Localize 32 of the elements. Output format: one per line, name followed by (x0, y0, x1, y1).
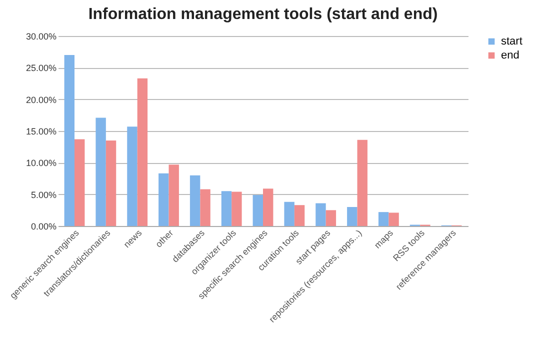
bar (106, 140, 116, 226)
bar (96, 118, 106, 226)
y-tick-label: 15.00% (26, 126, 56, 136)
bar (158, 173, 169, 226)
bar (168, 164, 179, 226)
bar (221, 191, 232, 226)
bar (326, 210, 336, 226)
bar (190, 175, 200, 226)
y-tick-label: 30.00% (26, 32, 56, 42)
legend-label: start (501, 36, 522, 48)
bar (357, 140, 368, 226)
bar (347, 207, 358, 226)
y-tick-label: 10.00% (26, 158, 56, 168)
bar (74, 139, 85, 226)
bar (127, 126, 138, 226)
bar (232, 192, 242, 226)
bar (252, 194, 263, 226)
bar (64, 55, 74, 226)
bar (388, 212, 399, 226)
chart-title: Information management tools (start and end) (88, 6, 438, 23)
y-tick-label: 25.00% (26, 63, 56, 74)
y-tick-label: 0.00% (30, 222, 56, 232)
y-tick-label: 20.00% (26, 94, 56, 105)
bar (263, 188, 274, 226)
bar (137, 78, 148, 226)
y-tick-label: 5.00% (30, 190, 56, 200)
bar (316, 203, 326, 226)
bar (284, 202, 294, 226)
legend-label: end (501, 50, 520, 62)
bar (294, 205, 305, 226)
bar (378, 212, 389, 226)
bar (200, 189, 210, 226)
